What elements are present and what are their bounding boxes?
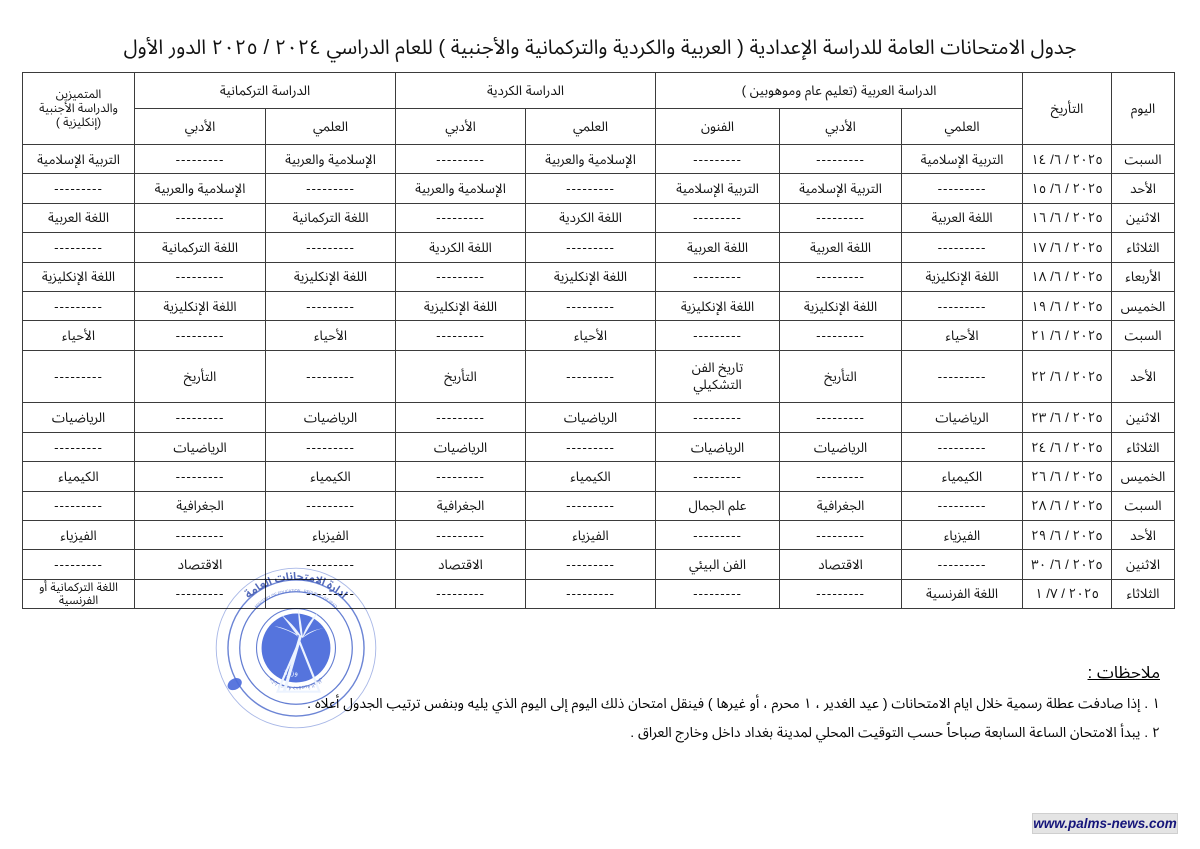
svg-text:وزارة: وزارة <box>284 664 298 681</box>
svg-text:ادارة الامتحانات العامة: ادارة الامتحانات العامة <box>240 566 353 606</box>
